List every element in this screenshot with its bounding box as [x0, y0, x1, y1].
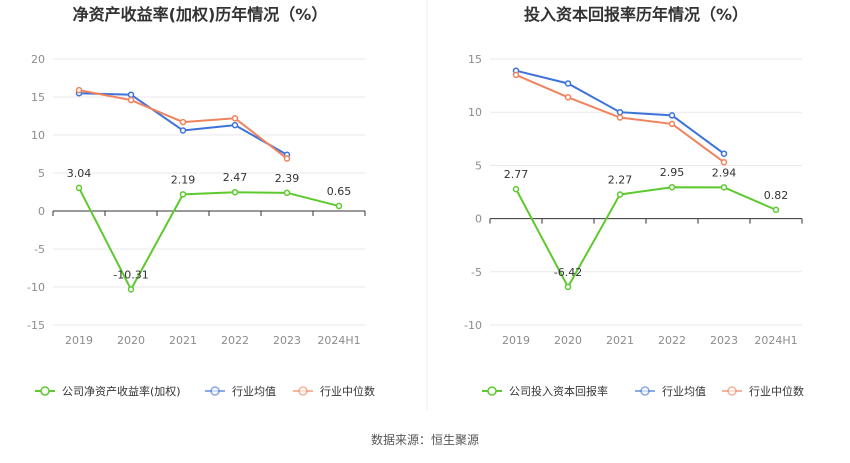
legend-item-median: 行业中位数 [293, 384, 375, 398]
data-point-median [75, 86, 83, 94]
y-tick-label: 0 [38, 205, 45, 218]
legend-label: 行业中位数 [320, 384, 375, 398]
data-point-company [283, 189, 291, 197]
data-point-company [335, 202, 343, 210]
y-tick-label: 20 [31, 53, 45, 66]
legend-label: 行业均值 [662, 385, 706, 398]
y-tick-label: -10 [27, 281, 45, 294]
legend-marker [210, 386, 220, 396]
data-point-avg [127, 91, 135, 98]
data-point-company [720, 184, 728, 191]
chart-panel-2: 投入资本回报率历年情况（%） 15 10 5 0 -5 -10 2019 2020 2021 202… [464, 5, 804, 398]
data-point-avg [231, 121, 239, 129]
x-tick-label: 2022 [658, 334, 686, 347]
y-tick-label: 15 [468, 53, 482, 66]
data-point-median [616, 114, 624, 121]
data-point-avg [179, 127, 187, 134]
data-label: 3.04 [67, 167, 92, 180]
y-tick-label: -15 [27, 319, 45, 332]
x-tick-label: 2019 [502, 334, 530, 347]
y-tick-label: -5 [471, 266, 482, 279]
data-point-median [564, 94, 572, 101]
series-line-company [515, 186, 777, 289]
legend-item-company: 公司投入资本回报率 [482, 384, 608, 398]
data-point-avg [616, 108, 624, 116]
y-tick-label: -10 [464, 319, 482, 332]
data-label: -6.42 [554, 266, 582, 279]
x-tick-label: 2022 [221, 334, 249, 347]
data-point-company [231, 188, 239, 196]
data-label: 2.39 [275, 172, 300, 185]
data-point-avg [668, 112, 676, 119]
data-label: 0.82 [764, 189, 789, 202]
data-label: 2.27 [608, 173, 633, 186]
chart-title: 投入资本回报率历年情况（%） [524, 5, 748, 24]
legend-marker [40, 386, 50, 396]
data-point-company [512, 185, 520, 193]
data-point-company [127, 286, 135, 293]
data-point-median [127, 96, 135, 104]
x-tick-label: 2020 [117, 334, 145, 347]
data-point-company [668, 183, 676, 191]
y-tick-label: 10 [31, 129, 45, 142]
data-label: 2.77 [504, 168, 529, 181]
data-point-company [179, 191, 187, 198]
data-point-median [179, 118, 187, 126]
y-tick-label: 5 [475, 159, 482, 172]
data-point-median [231, 115, 239, 122]
legend-marker [640, 386, 650, 396]
x-tick-label: 2020 [554, 334, 582, 347]
data-point-company [75, 184, 83, 192]
data-label: 2.95 [660, 166, 685, 179]
y-tick-label: -5 [34, 243, 45, 256]
legend-item-avg: 行业均值 [635, 385, 706, 398]
data-point-company [772, 206, 780, 214]
y-tick-label: 15 [31, 91, 45, 104]
y-tick-label: 10 [468, 106, 482, 119]
legend-marker [298, 386, 308, 396]
data-point-median [283, 155, 291, 162]
x-tick-label: 2024H1 [754, 334, 797, 347]
data-point-company [616, 191, 624, 198]
x-tick-label: 2023 [710, 334, 738, 347]
x-tick-label: 2021 [169, 334, 197, 347]
legend-item-company: 公司净资产收益率(加权) [35, 384, 181, 398]
data-point-median [668, 120, 676, 128]
data-label: 2.19 [171, 173, 196, 186]
data-point-median [512, 71, 520, 79]
data-point-avg [720, 150, 728, 157]
data-point-company [564, 283, 572, 291]
data-label: 0.65 [327, 185, 352, 198]
legend-marker [487, 386, 497, 396]
chart-panel-1: 净资产收益率(加权)历年情况（%） 20 15 10 5 0 -5 -10 -15 2019 202… [27, 5, 375, 398]
legend-item-avg: 行业均值 [205, 385, 276, 398]
data-source-label: 数据来源：恒生聚源 [370, 433, 479, 447]
data-label: 2.94 [712, 166, 737, 179]
data-label: 2.47 [223, 171, 248, 184]
series-line-company [78, 187, 340, 292]
legend-label: 公司净资产收益率(加权) [62, 384, 181, 398]
x-tick-label: 2024H1 [317, 334, 360, 347]
data-point-avg [564, 80, 572, 87]
legend-label: 公司投入资本回报率 [509, 384, 608, 398]
x-tick-label: 2021 [606, 334, 634, 347]
legend-marker [727, 386, 737, 396]
data-point-median [720, 158, 728, 166]
y-tick-label: 5 [38, 167, 45, 180]
data-label: -10.31 [113, 268, 148, 281]
x-tick-label: 2019 [65, 334, 93, 347]
x-tick-label: 2023 [273, 334, 301, 347]
legend-label: 行业中位数 [749, 384, 804, 398]
chart-title: 净资产收益率(加权)历年情况（%） [73, 5, 328, 24]
legend-item-median: 行业中位数 [722, 384, 804, 398]
legend-label: 行业均值 [232, 385, 276, 398]
y-tick-label: 0 [475, 213, 482, 226]
